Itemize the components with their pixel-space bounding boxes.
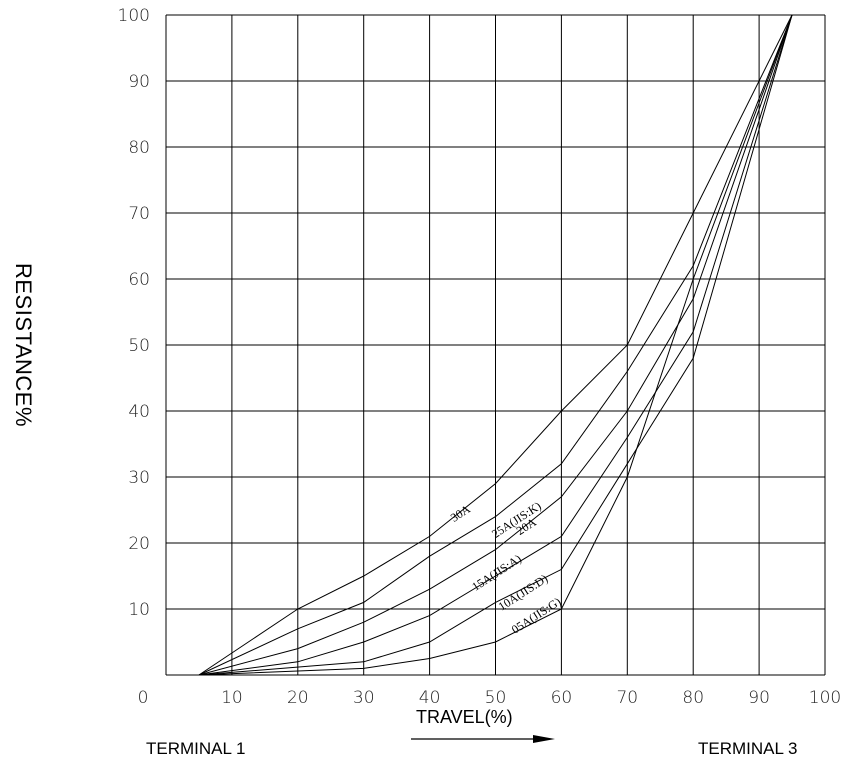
- y-tick-label: 80: [128, 138, 150, 158]
- y-tick-label: 70: [128, 204, 150, 224]
- x-tick-label: 50: [485, 688, 507, 708]
- y-tick-label: 20: [128, 534, 150, 554]
- x-tick-label: 80: [682, 688, 704, 708]
- x-tick-label: 0: [138, 688, 149, 708]
- y-tick-label: 90: [128, 72, 150, 92]
- x-tick-label: 30: [353, 688, 375, 708]
- terminal-3-label: TERMINAL 3: [698, 739, 798, 758]
- tick-labels: 0 10 20 30 40 50 60 70 80 90 100 10 20 30 40 50 60 70 80 90…: [118, 6, 842, 708]
- y-tick-label: 40: [128, 402, 150, 422]
- series-line: [198, 14, 793, 676]
- x-axis-label: TRAVEL(%): [416, 707, 513, 727]
- x-tick-label: 70: [616, 688, 638, 708]
- series-line: [198, 14, 793, 676]
- x-tick-label: 100: [809, 688, 841, 708]
- y-axis-label: RESISTANCE%: [11, 262, 36, 428]
- grid: [165, 14, 826, 676]
- travel-direction-arrow-icon: [411, 735, 555, 743]
- x-tick-label: 10: [221, 688, 243, 708]
- y-axis-label-wrap: RESISTANCE%: [8, 225, 38, 465]
- series-label: 15A(JIS:A): [469, 552, 524, 594]
- curves: [198, 14, 793, 676]
- x-tick-label: 60: [551, 688, 573, 708]
- series-line: [198, 14, 793, 676]
- terminal-1-label: TERMINAL 1: [146, 739, 246, 758]
- y-tick-label: 60: [128, 270, 150, 290]
- y-tick-label: 10: [128, 600, 150, 620]
- y-tick-label: 50: [128, 336, 150, 356]
- series-label: 25A(JIS:K): [489, 499, 544, 541]
- series-line: [198, 14, 793, 676]
- y-tick-label: 30: [128, 468, 150, 488]
- x-tick-label: 90: [748, 688, 770, 708]
- series-line: [198, 14, 793, 676]
- y-tick-label: 100: [118, 6, 150, 26]
- x-tick-label: 40: [419, 688, 441, 708]
- series-line: [198, 14, 793, 676]
- x-tick-label: 20: [287, 688, 309, 708]
